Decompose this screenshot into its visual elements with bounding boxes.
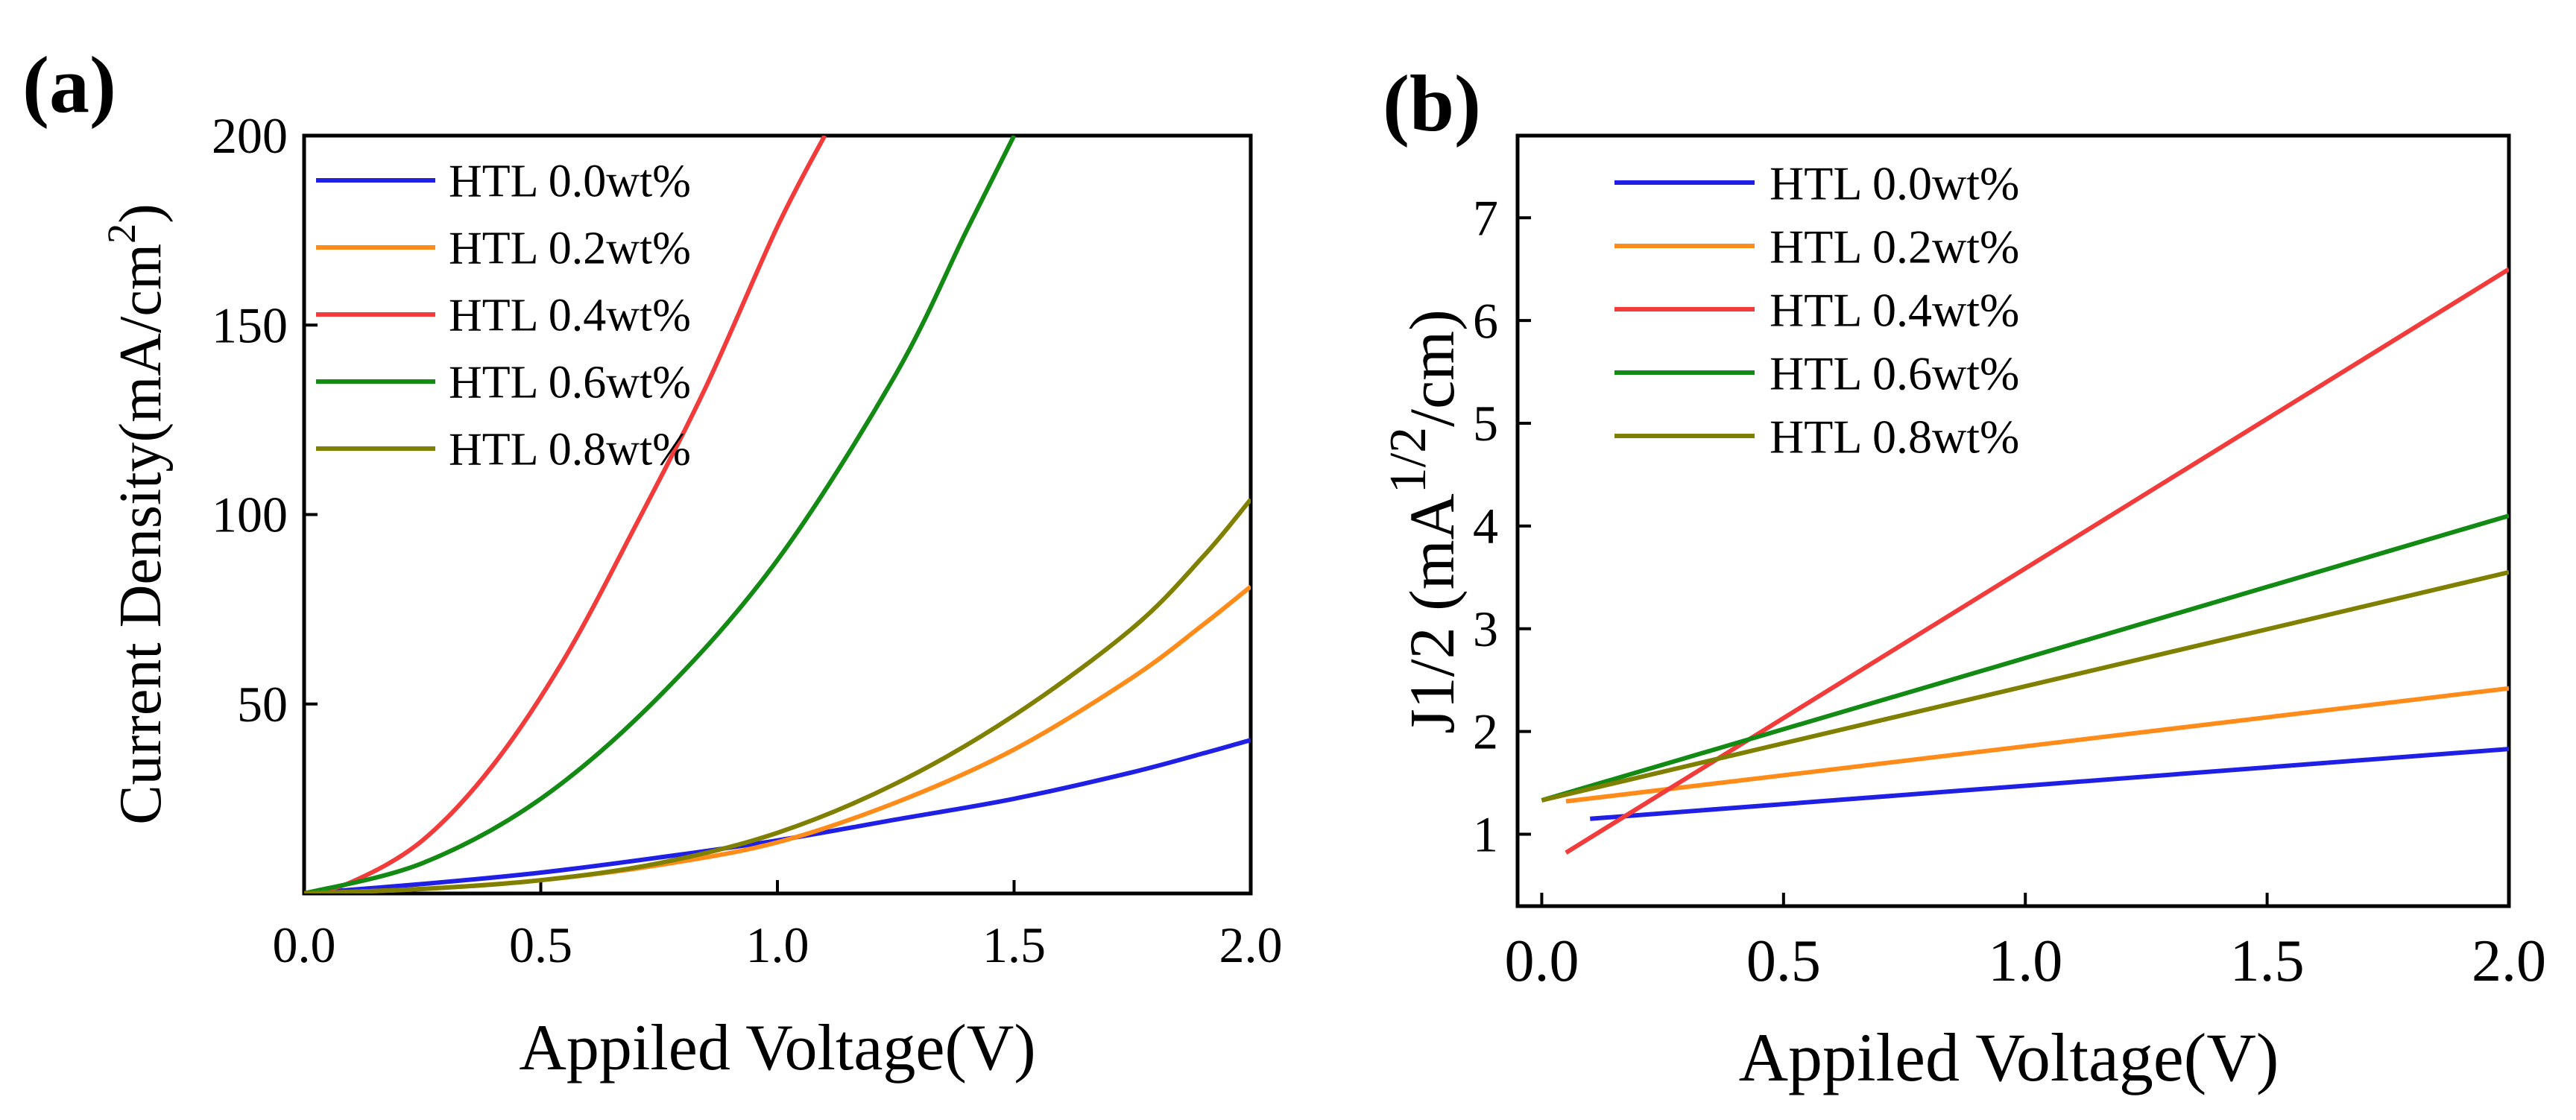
series-line-3 xyxy=(1565,267,2509,855)
y-tick-label: 1 xyxy=(1473,806,1498,863)
y-tick-label: 100 xyxy=(212,487,288,543)
series-line-2 xyxy=(304,584,1251,893)
y-tick-label: 6 xyxy=(1473,292,1498,349)
x-tick-label: 2.0 xyxy=(1219,917,1283,973)
panel-a-y-label-main: Current Density(mA/cm xyxy=(108,244,174,825)
legend-label: HTL 0.4wt% xyxy=(449,291,691,341)
x-tick-label: 0.0 xyxy=(273,917,336,973)
panel-a-y-tick-labels: 50 100 150 200 xyxy=(212,107,288,733)
x-tick-label: 1.0 xyxy=(746,917,809,973)
legend-label: HTL 0.8wt% xyxy=(1770,410,2019,463)
panel-b-y-label-sup: 1/2 xyxy=(1380,427,1437,493)
legend-label: HTL 0.0wt% xyxy=(449,156,691,207)
y-tick-label: 150 xyxy=(212,297,288,353)
panel-b-series-lines xyxy=(1541,267,2509,855)
x-tick-label: 0.5 xyxy=(509,917,572,973)
series-line-1 xyxy=(1590,747,2509,821)
panel-a: (a) 0.0 0.5 1.0 1.5 2.0 50 100 150 200 HTL 0.0w… xyxy=(22,41,1283,1084)
legend-label: HTL 0.2wt% xyxy=(449,224,691,274)
y-tick-label: 200 xyxy=(212,107,288,164)
legend-label: HTL 0.4wt% xyxy=(1770,283,2019,336)
panel-b-tick-marks xyxy=(1518,216,2510,906)
series-line-5 xyxy=(1541,569,2509,803)
legend-label: HTL 0.6wt% xyxy=(1770,347,2019,399)
panel-b-plot-frame xyxy=(1515,133,2511,908)
y-tick-label: 7 xyxy=(1473,189,1498,246)
legend-label: HTL 0.6wt% xyxy=(449,358,691,408)
x-tick-label: 1.0 xyxy=(1988,928,2062,994)
legend-label: HTL 0.0wt% xyxy=(1770,156,2019,209)
x-tick-label: 1.5 xyxy=(982,917,1046,973)
panel-a-label: (a) xyxy=(22,41,116,130)
panel-a-legend: HTL 0.0wt% HTL 0.2wt% HTL 0.4wt% HTL 0.6wt%… xyxy=(316,156,691,475)
x-tick-label: 0.0 xyxy=(1504,928,1579,994)
panel-b-y-label-main: J1/2 (mA xyxy=(1396,493,1468,734)
y-tick-label: 4 xyxy=(1473,498,1498,554)
x-tick-label: 0.5 xyxy=(1746,928,1821,994)
series-line-5 xyxy=(304,498,1251,893)
series-line-3 xyxy=(304,136,827,893)
y-tick-label: 50 xyxy=(237,676,288,733)
legend-label: HTL 0.8wt% xyxy=(449,425,691,475)
panel-b-y-tick-labels: 1 2 3 4 5 6 7 xyxy=(1473,189,1498,862)
panel-a-y-label-sup: 2 xyxy=(99,224,144,244)
panel-a-y-label-tail: ) xyxy=(108,203,174,224)
panel-b-x-tick-labels: 0.0 0.5 1.0 1.5 2.0 xyxy=(1504,928,2546,994)
y-tick-label: 3 xyxy=(1473,601,1498,657)
panel-a-x-axis-label: Appiled Voltage(V) xyxy=(519,1012,1035,1084)
panel-b-y-axis-label: J1/2 (mA1/2/cm) xyxy=(1380,309,1468,734)
y-tick-label: 5 xyxy=(1473,395,1498,452)
y-tick-label: 2 xyxy=(1473,703,1498,760)
panel-b-y-label-tail: /cm) xyxy=(1396,309,1468,427)
x-tick-label: 2.0 xyxy=(2472,928,2546,994)
panel-b-x-axis-label: Appiled Voltage(V) xyxy=(1739,1019,2279,1095)
panel-a-y-axis-label: Current Density(mA/cm2) xyxy=(99,203,174,824)
series-line-4 xyxy=(1541,513,2509,803)
panel-a-x-tick-labels: 0.0 0.5 1.0 1.5 2.0 xyxy=(273,917,1283,973)
panel-b-legend: HTL 0.0wt% HTL 0.2wt% HTL 0.4wt% HTL 0.6wt%… xyxy=(1614,156,2019,463)
series-line-4 xyxy=(304,136,1017,893)
panel-b-label: (b) xyxy=(1383,60,1481,148)
x-tick-label: 1.5 xyxy=(2230,928,2305,994)
panel-a-series-lines xyxy=(304,136,1251,893)
legend-label: HTL 0.2wt% xyxy=(1770,220,2019,273)
